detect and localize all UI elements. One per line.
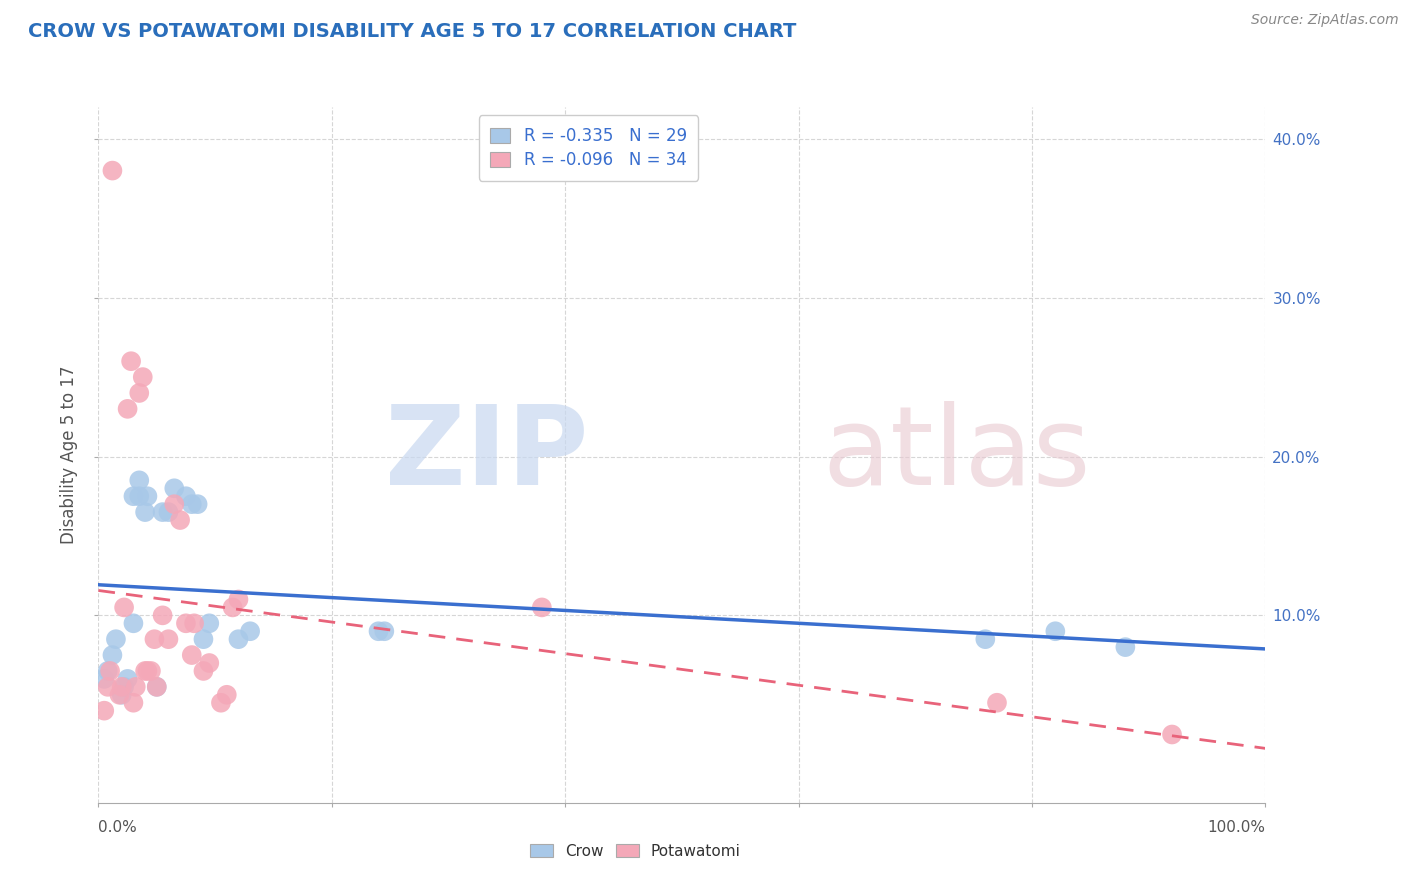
Point <box>120 354 142 368</box>
Point <box>101 163 124 178</box>
Point <box>198 616 221 631</box>
Point <box>146 680 169 694</box>
Point <box>174 489 197 503</box>
Point <box>157 505 180 519</box>
Point <box>180 648 202 662</box>
Point <box>101 648 124 662</box>
Point <box>139 664 162 678</box>
Point <box>221 600 243 615</box>
Legend: Crow, Potawatomi: Crow, Potawatomi <box>523 838 747 864</box>
Point <box>134 664 156 678</box>
Point <box>128 489 150 503</box>
Point <box>132 370 155 384</box>
Point <box>215 688 238 702</box>
Point <box>97 664 120 678</box>
Point <box>174 616 197 631</box>
Point <box>122 696 145 710</box>
Point <box>117 401 139 416</box>
Text: atlas: atlas <box>823 401 1091 508</box>
Point <box>97 680 120 694</box>
Point <box>163 497 186 511</box>
Y-axis label: Disability Age 5 to 17: Disability Age 5 to 17 <box>60 366 79 544</box>
Point <box>187 497 209 511</box>
Point <box>530 600 553 615</box>
Point <box>146 680 169 694</box>
Point <box>1114 640 1136 654</box>
Point <box>122 616 145 631</box>
Point <box>117 672 139 686</box>
Point <box>111 688 134 702</box>
Point <box>193 632 215 647</box>
Point <box>108 688 131 702</box>
Point <box>152 608 174 623</box>
Text: CROW VS POTAWATOMI DISABILITY AGE 5 TO 17 CORRELATION CHART: CROW VS POTAWATOMI DISABILITY AGE 5 TO 1… <box>28 22 796 41</box>
Point <box>239 624 262 639</box>
Text: ZIP: ZIP <box>385 401 589 508</box>
Point <box>104 632 127 647</box>
Point <box>122 489 145 503</box>
Point <box>373 624 395 639</box>
Point <box>193 664 215 678</box>
Point <box>1045 624 1067 639</box>
Point <box>228 592 250 607</box>
Point <box>198 656 221 670</box>
Point <box>209 696 232 710</box>
Point <box>143 632 166 647</box>
Text: 100.0%: 100.0% <box>1208 821 1265 835</box>
Point <box>93 704 115 718</box>
Point <box>93 672 115 686</box>
Point <box>180 497 202 511</box>
Point <box>986 696 1008 710</box>
Point <box>125 680 148 694</box>
Point <box>128 473 150 487</box>
Point <box>112 680 135 694</box>
Point <box>112 600 135 615</box>
Text: Source: ZipAtlas.com: Source: ZipAtlas.com <box>1251 13 1399 28</box>
Point <box>1161 727 1184 741</box>
Point <box>134 505 156 519</box>
Text: 0.0%: 0.0% <box>98 821 138 835</box>
Point <box>98 664 121 678</box>
Point <box>163 481 186 495</box>
Point <box>367 624 389 639</box>
Point <box>157 632 180 647</box>
Point <box>136 664 159 678</box>
Point <box>974 632 997 647</box>
Point <box>111 680 134 694</box>
Point <box>183 616 205 631</box>
Point <box>152 505 174 519</box>
Point <box>128 386 150 401</box>
Point <box>136 489 159 503</box>
Point <box>228 632 250 647</box>
Point <box>169 513 191 527</box>
